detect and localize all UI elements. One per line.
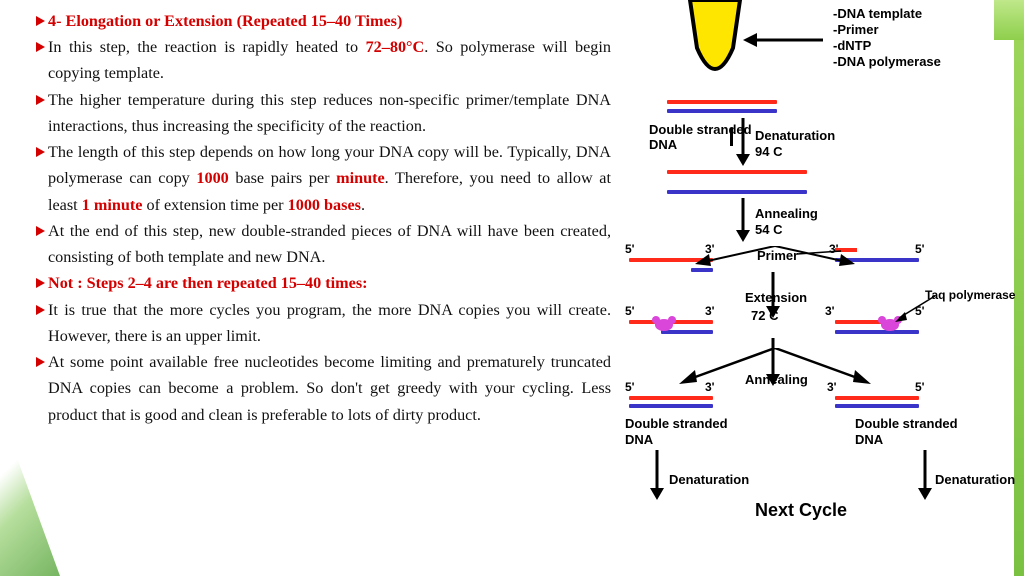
three-prime: 3' <box>705 304 715 318</box>
dna-strand-red <box>835 396 919 400</box>
primer-pointer-icon <box>797 250 847 264</box>
tube-icon <box>685 0 745 78</box>
three-prime: 3' <box>827 380 837 394</box>
taq-pointer-icon <box>895 296 937 322</box>
paragraph-text: At some point available free nucleotides… <box>48 349 611 428</box>
dna-strand-blue <box>667 190 807 194</box>
bullet-icon <box>36 16 45 26</box>
p1-a: In this step, the reaction is rapidly he… <box>48 38 366 56</box>
bp-highlight: 1000 <box>196 169 228 187</box>
paragraph-text: The length of this step depends on how l… <box>48 139 611 218</box>
reagent-label: -Primer <box>833 22 879 37</box>
annealing-label-2: Annealing <box>745 372 808 387</box>
arrow-icon <box>915 450 935 500</box>
dna-strand-blue <box>629 404 713 408</box>
paragraph-6: At some point available free nucleotides… <box>36 349 611 428</box>
reagent-label: -DNA template <box>833 6 922 21</box>
bases-highlight: 1000 bases <box>288 196 361 214</box>
annealing-label: Annealing <box>755 206 818 221</box>
paragraph-1: In this step, the reaction is rapidly he… <box>36 34 611 86</box>
p3-b: base pairs per <box>229 169 336 187</box>
bullet-icon <box>36 357 45 367</box>
title-row: 4- Elongation or Extension (Repeated 15–… <box>36 8 611 34</box>
one-min-highlight: 1 minute <box>82 196 143 214</box>
bullet-icon <box>36 305 45 315</box>
denaturation-temp: 94 C <box>755 144 782 159</box>
title-text: 4- Elongation or Extension (Repeated 15–… <box>48 8 611 34</box>
min-highlight: minute <box>336 169 385 187</box>
text-column: 4- Elongation or Extension (Repeated 15–… <box>0 0 625 576</box>
temp-highlight: 72–80°C <box>366 38 425 56</box>
arrow-icon <box>733 198 753 242</box>
bullet-icon <box>36 42 45 52</box>
ds-dna-label-2b: DNA <box>855 432 883 447</box>
pcr-diagram: -DNA template -Primer -dNTP -DNA polymer… <box>625 0 1024 576</box>
p3-e: . <box>361 196 365 214</box>
five-prime: 5' <box>915 242 925 256</box>
paragraph-2: The higher temperature during this step … <box>36 87 611 139</box>
paragraph-text: At the end of this step, new double-stra… <box>48 218 611 270</box>
three-prime: 3' <box>705 380 715 394</box>
primer-label: Primer <box>757 248 798 263</box>
tick-line <box>730 128 733 146</box>
paragraph-3: The length of this step depends on how l… <box>36 139 611 218</box>
main-container: 4- Elongation or Extension (Repeated 15–… <box>0 0 1024 576</box>
bullet-icon <box>36 278 45 288</box>
dna-strand-blue <box>661 330 713 334</box>
five-prime: 5' <box>625 242 635 256</box>
decoration-right <box>1014 0 1024 576</box>
reagent-label: -DNA polymerase <box>833 54 941 69</box>
p3-d: of extension time per <box>142 196 287 214</box>
arrow-icon <box>647 450 667 500</box>
dna-strand-blue <box>835 330 919 334</box>
dna-strand-red <box>667 100 777 104</box>
note-text: Not : Steps 2–4 are then repeated 15–40 … <box>48 270 611 296</box>
bullet-icon <box>36 226 45 236</box>
five-prime: 5' <box>625 380 635 394</box>
denaturation-label-2: Denaturation <box>669 472 749 487</box>
dna-strand-red <box>667 170 807 174</box>
denaturation-label-3: Denaturation <box>935 472 1015 487</box>
denaturation-label: Denaturation <box>755 128 835 143</box>
dna-label: DNA <box>649 137 677 152</box>
bullet-icon <box>36 147 45 157</box>
paragraph-text: It is true that the more cycles you prog… <box>48 297 611 349</box>
ds-dna-label-1: Double stranded <box>625 416 728 431</box>
paragraph-5: It is true that the more cycles you prog… <box>36 297 611 349</box>
reagent-label: -dNTP <box>833 38 871 53</box>
annealing-temp: 54 C <box>755 222 782 237</box>
three-prime: 3' <box>825 304 835 318</box>
dna-strand-red <box>629 396 713 400</box>
dna-strand-blue <box>667 109 777 113</box>
taq-label: Taq polymerase <box>925 288 1015 302</box>
arrow-icon <box>743 30 823 50</box>
arrow-icon <box>733 118 753 166</box>
five-prime: 5' <box>625 304 635 318</box>
next-cycle-label: Next Cycle <box>755 500 847 521</box>
paragraph-text: In this step, the reaction is rapidly he… <box>48 34 611 86</box>
extension-temp: 72 C <box>751 308 778 323</box>
ds-dna-label-2: Double stranded <box>855 416 958 431</box>
ds-dna-label-1b: DNA <box>625 432 653 447</box>
primer-blue <box>691 268 713 272</box>
decoration-right-top <box>994 0 1024 40</box>
extension-label: Extension <box>745 290 807 305</box>
taq-polymerase-icon <box>655 319 673 331</box>
paragraph-text: The higher temperature during this step … <box>48 87 611 139</box>
note-row: Not : Steps 2–4 are then repeated 15–40 … <box>36 270 611 296</box>
bullet-icon <box>36 95 45 105</box>
paragraph-4: At the end of this step, new double-stra… <box>36 218 611 270</box>
dna-strand-blue <box>835 404 919 408</box>
five-prime: 5' <box>915 380 925 394</box>
